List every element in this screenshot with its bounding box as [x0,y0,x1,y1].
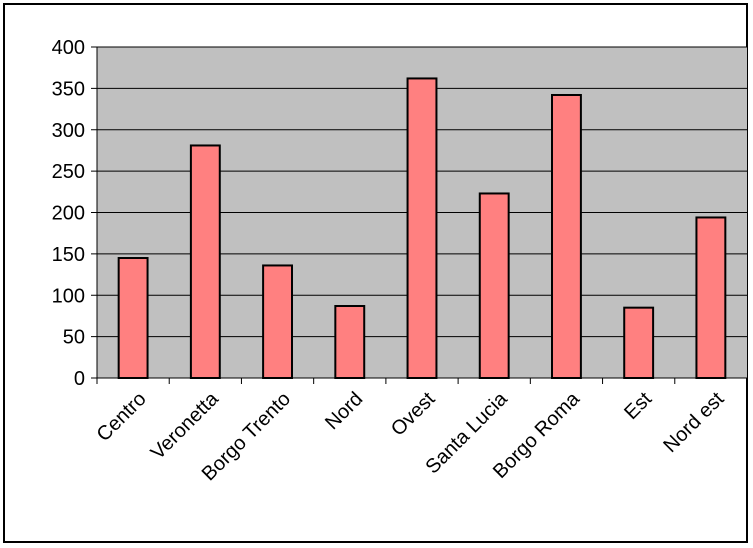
bar [623,306,655,380]
y-tick-label: 350 [52,78,85,100]
y-tick-label: 50 [63,327,85,349]
x-category-label: Nord [321,388,367,434]
bar [334,305,366,380]
bars [117,77,727,380]
y-tick-label: 150 [52,244,85,266]
y-tick-label: 400 [52,37,85,59]
axes [91,46,748,384]
y-tick-label: 100 [52,285,85,307]
bar [189,144,221,379]
y-tick-label: 0 [74,368,85,390]
bar [551,93,582,380]
bar [406,77,438,379]
x-category-label: Nord est [659,388,728,457]
bar [478,192,510,379]
y-tick-label: 250 [52,161,85,183]
x-category-label: Ovest [387,388,440,441]
x-category-label: Est [620,388,656,424]
y-tick-label: 200 [52,203,85,225]
bar [695,216,727,379]
bar [262,264,294,379]
y-tick-label: 300 [52,120,85,142]
y-tick-labels: 0 50 100 150 200 250 300 350 400 [52,37,85,390]
x-category-label: Centro [93,388,151,446]
x-category-label: Veronetta [147,387,224,464]
bar [117,257,149,380]
